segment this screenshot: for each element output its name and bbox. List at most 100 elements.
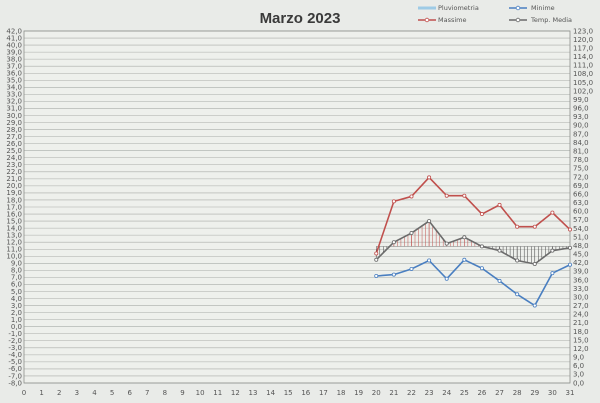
y-left-tick-label: 12,0: [6, 239, 22, 247]
x-tick-label: 1: [39, 389, 43, 397]
y-left-tick-label: -4,0: [8, 351, 22, 359]
y-left-tick-label: 42,0: [6, 27, 22, 35]
y-left-tick-label: 31,0: [6, 105, 22, 113]
legend-label-temp-media: Temp. Media: [530, 16, 572, 24]
y-left-tick-label: 5,0: [11, 288, 22, 296]
data-point-temp-media: [462, 235, 467, 240]
y-right-tick-label: 87,0: [573, 130, 589, 138]
x-tick-label: 8: [163, 389, 167, 397]
y-left-tick-label: 8,0: [11, 267, 22, 275]
y-right-tick-label: 21,0: [573, 319, 589, 327]
data-point-massime: [497, 202, 502, 207]
y-right-tick-label: 3,0: [573, 371, 584, 379]
y-right-tick-label: 33,0: [573, 285, 589, 293]
data-point-temp-media: [532, 262, 537, 267]
data-point-temp-media: [497, 248, 502, 253]
y-left-tick-label: 34,0: [6, 84, 22, 92]
data-point-temp-media: [550, 248, 555, 253]
data-point-temp-media: [374, 257, 379, 262]
data-point-temp-media: [427, 219, 432, 224]
y-left-tick-label: 28,0: [6, 126, 22, 134]
x-tick-label: 22: [407, 389, 416, 397]
y-left-tick-label: 35,0: [6, 77, 22, 85]
x-tick-label: 6: [127, 389, 132, 397]
y-left-tick-label: -3,0: [8, 344, 22, 352]
y-right-tick-label: 69,0: [573, 182, 589, 190]
y-left-tick-label: 23,0: [6, 161, 22, 169]
x-tick-label: 13: [249, 389, 258, 397]
y-left-tick-label: -2,0: [8, 337, 22, 345]
x-tick-label: 2: [57, 389, 61, 397]
data-point-temp-media: [568, 245, 573, 250]
y-left-tick-label: 18,0: [6, 196, 22, 204]
y-left-tick-label: 19,0: [6, 189, 22, 197]
y-right-tick-label: 78,0: [573, 156, 589, 164]
data-point-massime: [515, 224, 520, 229]
y-left-tick-label: 4,0: [11, 295, 22, 303]
x-tick-label: 18: [337, 389, 346, 397]
y-left-tick-label: -6,0: [8, 365, 22, 373]
data-point-minime: [497, 278, 502, 283]
y-right-tick-label: 63,0: [573, 199, 589, 207]
y-right-tick-label: 75,0: [573, 165, 589, 173]
series-line-temp-media: [375, 220, 571, 265]
data-point-temp-media: [409, 231, 414, 236]
legend: Pluviometria Minime Massime Temp. Media: [418, 4, 572, 24]
y-left-tick-label: 41,0: [6, 34, 22, 42]
y-left-tick-label: 15,0: [6, 217, 22, 225]
x-tick-label: 30: [548, 389, 557, 397]
data-point-massime: [462, 193, 467, 198]
data-point-massime: [391, 199, 396, 204]
x-tick-label: 28: [513, 389, 522, 397]
y-right-tick-label: 102,0: [573, 87, 593, 95]
y-right-tick-label: 15,0: [573, 336, 589, 344]
legend-label-pluviometria: Pluviometria: [438, 4, 479, 12]
y-right-tick-label: 84,0: [573, 139, 589, 147]
y-right-tick-label: 72,0: [573, 173, 589, 181]
x-tick-label: 3: [75, 389, 79, 397]
y-left-tick-label: 7,0: [11, 274, 22, 282]
y-right-tick-label: 0,0: [573, 379, 584, 387]
y-right-tick-label: 90,0: [573, 122, 589, 130]
x-tick-label: 31: [566, 389, 575, 397]
plot-area: 42,041,040,039,038,037,036,035,034,033,0…: [6, 27, 593, 397]
data-point-massime: [479, 212, 484, 217]
y-left-tick-label: 10,0: [6, 253, 22, 261]
y-right-tick-label: 39,0: [573, 268, 589, 276]
y-right-tick-label: 18,0: [573, 328, 589, 336]
y-right-tick-label: 66,0: [573, 190, 589, 198]
data-point-minime: [515, 292, 520, 297]
x-tick-label: 20: [372, 389, 381, 397]
y-right-tick-label: 24,0: [573, 311, 589, 319]
x-tick-label: 16: [301, 389, 310, 397]
x-tick-label: 27: [495, 389, 504, 397]
y-right-tick-label: 108,0: [573, 70, 593, 78]
y-left-tick-label: 29,0: [6, 119, 22, 127]
y-right-tick-label: 54,0: [573, 225, 589, 233]
data-point-minime: [532, 303, 537, 308]
plot-frame: [23, 30, 571, 384]
y-right-tick-label: 111,0: [573, 62, 593, 70]
x-tick-label: 14: [266, 389, 275, 397]
y-left-tick-label: 11,0: [6, 246, 22, 254]
x-tick-label: 10: [196, 389, 205, 397]
data-point-temp-media: [391, 240, 396, 245]
y-left-tick-label: 0,0: [11, 323, 22, 331]
legend-marker-massime: [424, 17, 430, 23]
data-point-temp-media: [444, 241, 449, 246]
data-point-massime: [532, 224, 537, 229]
y-left-tick-label: 13,0: [6, 231, 22, 239]
legend-marker-temp-media: [515, 17, 521, 23]
data-point-massime: [568, 227, 573, 232]
y-right-tick-label: 57,0: [573, 216, 589, 224]
legend-label-minime: Minime: [531, 4, 555, 12]
y-left-tick-label: -5,0: [8, 358, 22, 366]
data-point-temp-media: [479, 244, 484, 249]
y-right-tick-label: 60,0: [573, 208, 589, 216]
y-left-tick-label: 22,0: [6, 168, 22, 176]
y-left-tick-label: -7,0: [8, 372, 22, 380]
y-left-tick-label: 36,0: [6, 70, 22, 78]
data-point-massime: [409, 194, 414, 199]
y-right-tick-label: 27,0: [573, 302, 589, 310]
